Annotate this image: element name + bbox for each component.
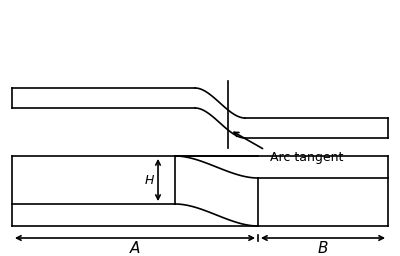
Text: Arc tangent: Arc tangent	[270, 152, 343, 164]
Text: A: A	[130, 241, 140, 256]
Text: H: H	[145, 174, 154, 187]
Text: B: B	[318, 241, 328, 256]
